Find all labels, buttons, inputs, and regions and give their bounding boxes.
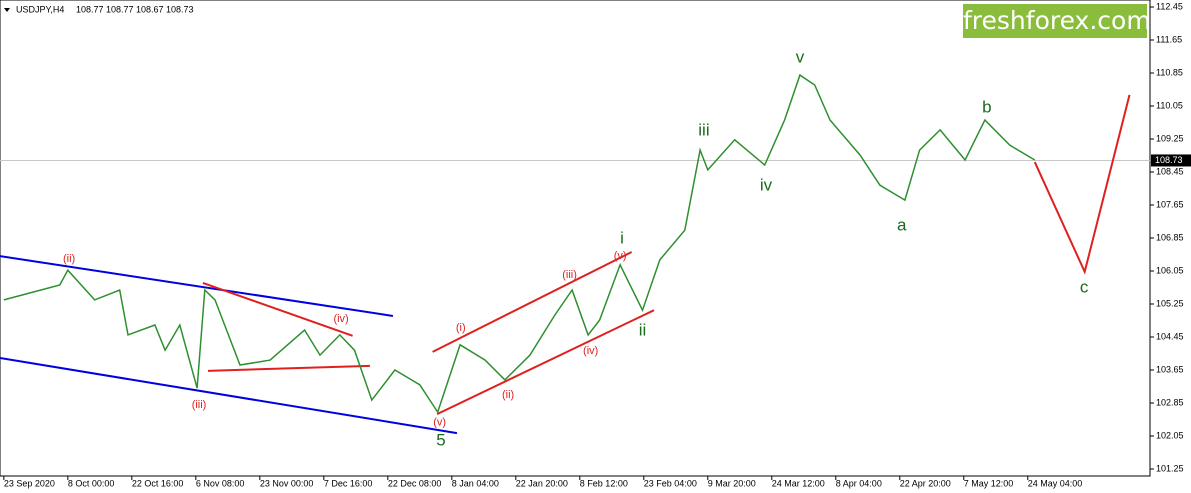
price-line [1033,94,1131,275]
x-tick-label: 22 Jan 20:00 [516,478,568,488]
wave-label: iv [760,176,773,195]
wave-label: c [1080,277,1089,296]
wave-label: (iv) [333,313,348,325]
x-tick-label: 6 Nov 08:00 [196,478,245,488]
header-ohlc-value: 108.77 [76,4,104,14]
y-tick-label: 107.65 [1156,199,1184,209]
logo: freshforex.com [963,4,1151,38]
y-tick-label: 102.05 [1156,430,1184,440]
header-arrow [4,8,10,12]
y-tick-label: 106.85 [1156,232,1184,242]
plot-frame [0,0,1151,477]
trendline [0,255,394,317]
wave-label: (ii) [502,389,514,401]
wave-label: i [620,228,624,247]
header-symbol: USDJPY,H4 [16,4,64,14]
y-tick-label: 108.45 [1156,166,1184,176]
y-tick-label: 102.85 [1156,397,1184,407]
header-ohlc-value: 108.77 [106,4,134,14]
x-tick-label: 22 Oct 16:00 [132,478,184,488]
y-tick-label: 112.45 [1156,1,1183,11]
x-tick-label: 23 Sep 2020 [4,478,55,488]
x-tick-label: 7 Dec 16:00 [324,478,373,488]
price-line [3,73,1036,414]
x-tick-label: 8 Oct 00:00 [68,478,115,488]
y-tick-label: 110.85 [1156,67,1183,77]
header-ohlc: 108.77 108.77 108.67 108.73 [76,4,194,14]
trendline [202,282,353,337]
wave-label: iii [698,121,709,140]
wave-label: ii [639,320,647,339]
wave-label: 5 [436,430,445,449]
last-price-label: 108.73 [1155,155,1183,165]
wave-label: a [897,216,907,235]
x-tick-label: 22 Apr 20:00 [900,478,951,488]
x-tick-label: 22 Dec 08:00 [388,478,442,488]
y-tick-label: 101.25 [1156,463,1184,473]
trendline [436,309,655,416]
x-tick-label: 24 Mar 12:00 [772,478,825,488]
y-tick-label: 110.05 [1156,100,1183,110]
wave-label: (iii) [562,269,577,281]
wave-label: (v) [433,417,446,429]
wave-label: (v) [614,250,627,262]
trendline [432,251,633,353]
wave-label: (iii) [192,399,207,411]
x-tick-label: 23 Nov 00:00 [260,478,314,488]
header-ohlc-value: 108.67 [136,4,164,14]
last-price-tag [1151,154,1191,167]
y-tick-label: 109.25 [1156,133,1184,143]
y-tick-label: 111.65 [1156,34,1182,44]
trendline [207,364,370,372]
x-tick-label: 23 Feb 04:00 [644,478,697,488]
x-tick-label: 24 May 04:00 [1028,478,1083,488]
x-tick-label: 8 Feb 12:00 [580,478,628,488]
trendline [0,357,458,435]
x-tick-label: 7 May 12:00 [964,478,1014,488]
y-tick-label: 105.25 [1156,298,1184,308]
wave-label: b [982,98,991,117]
y-tick-label: 104.45 [1156,331,1184,341]
wave-label: v [796,48,805,67]
wave-label: (ii) [63,253,75,265]
wave-label: (i) [456,322,466,334]
x-tick-label: 9 Mar 20:00 [708,478,756,488]
y-tick-label: 106.05 [1156,265,1184,275]
wave-label: (iv) [583,345,598,357]
y-tick-label: 103.65 [1156,364,1184,374]
x-tick-label: 8 Jan 04:00 [452,478,499,488]
header-ohlc-value: 108.73 [166,4,194,14]
x-tick-label: 8 Apr 04:00 [836,478,882,488]
